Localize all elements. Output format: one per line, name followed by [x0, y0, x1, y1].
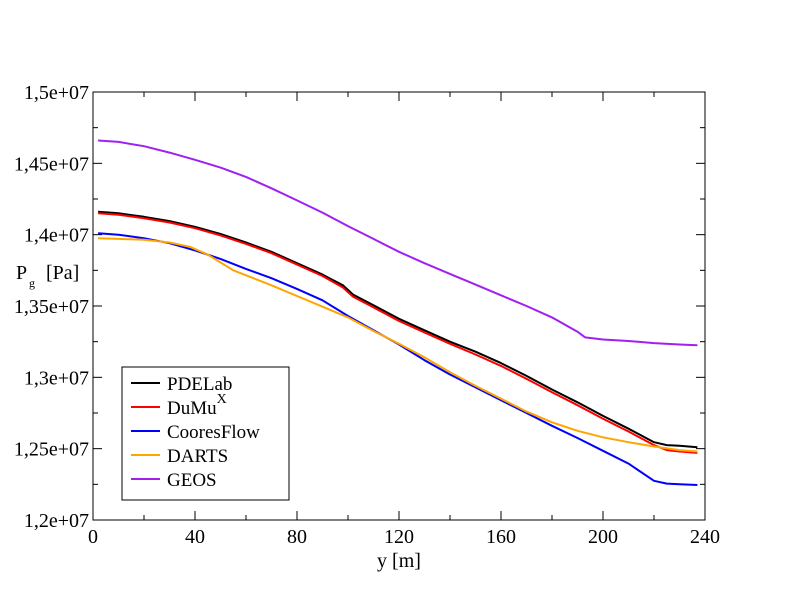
x-axis-label: y [m]	[377, 550, 421, 572]
y-axis-label-unit: [Pa]	[46, 262, 79, 284]
y-tick-label: 1,5e+07	[24, 82, 89, 104]
y-tick-label: 1,4e+07	[24, 225, 89, 247]
y-tick-label: 1,35e+07	[14, 296, 89, 318]
x-tick-label: 240	[690, 526, 720, 548]
y-axis: 1,2e+07 1,25e+07 1,3e+07 1,35e+07 1,4e+07 1,4…	[14, 82, 705, 532]
x-tick-label: 160	[486, 526, 516, 548]
series-line-darts	[98, 237, 698, 453]
legend-label-pdelab: PDELab	[167, 374, 232, 395]
y-tick-label: 1,2e+07	[24, 510, 89, 532]
legend-label-darts: DARTS	[167, 446, 228, 467]
legend-label-geos: GEOS	[167, 470, 217, 491]
x-tick-label: 200	[588, 526, 618, 548]
y-tick-label: 1,45e+07	[14, 153, 89, 175]
x-axis: 0 40 80 120 160 200 240	[88, 92, 720, 548]
series-lines	[98, 139, 698, 486]
series-line-dumu	[98, 212, 698, 454]
y-axis-label-main: P	[16, 262, 27, 284]
y-tick-label: 1,3e+07	[24, 367, 89, 389]
legend-box	[121, 366, 290, 501]
series-line-geos	[98, 139, 698, 347]
y-axis-label-subscript: g	[29, 276, 35, 290]
x-tick-label: 120	[384, 526, 414, 548]
legend-label-superscript: X	[217, 392, 227, 407]
series-line-pdelab	[98, 210, 698, 449]
x-tick-label: 0	[88, 526, 98, 548]
y-axis-label: P g [Pa]	[16, 262, 79, 290]
x-tick-label: 40	[185, 526, 205, 548]
legend-label-cooresflow: CooresFlow	[167, 422, 260, 443]
x-tick-label: 80	[287, 526, 307, 548]
y-tick-label: 1,25e+07	[14, 439, 89, 461]
